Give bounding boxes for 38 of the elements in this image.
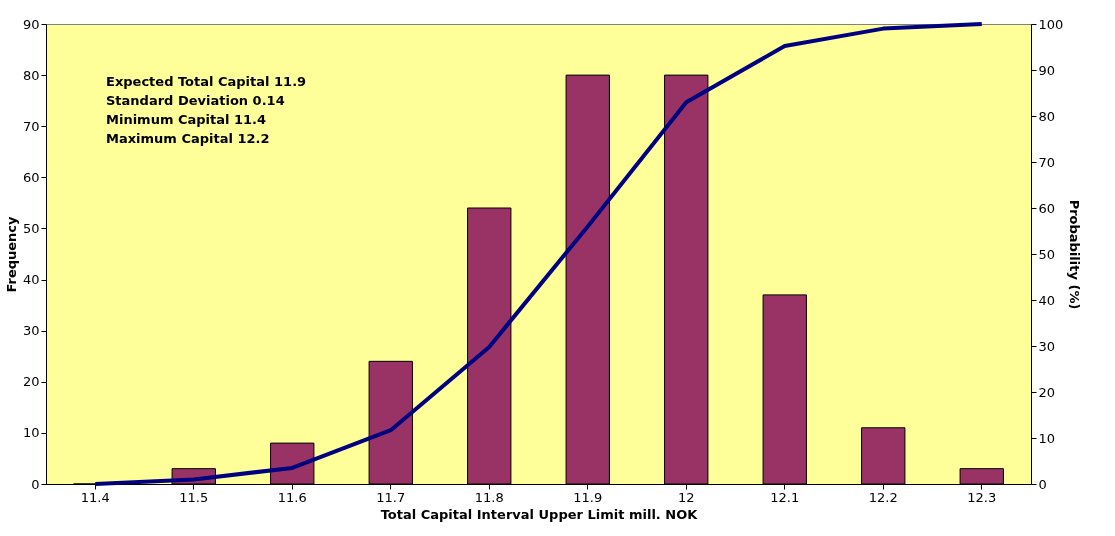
- x-tick-label: 12.3: [967, 489, 997, 505]
- y-tick-label: 90: [22, 16, 40, 32]
- x-tick-label: 12: [677, 489, 695, 505]
- y2-axis-title: Probability (%): [1067, 199, 1083, 310]
- x-axis-title: Total Capital Interval Upper Limit mill. NOK: [380, 506, 699, 522]
- x-tick-label: 11.7: [376, 489, 406, 505]
- y2-tick-label: 100: [1038, 16, 1064, 32]
- y-tick-label: 60: [22, 169, 40, 185]
- y2-tick-label: 30: [1038, 338, 1056, 354]
- annotation: Expected Total Capital 11.9: [106, 74, 307, 89]
- y2-tick-label: 20: [1038, 384, 1056, 400]
- y-axis-title: Frequency: [3, 215, 19, 293]
- annotation: Standard Deviation 0.14: [106, 93, 285, 108]
- y2-tick-label: 0: [1038, 476, 1047, 492]
- annotation: Maximum Capital 12.2: [106, 131, 270, 146]
- x-tick-label: 12.2: [868, 489, 898, 505]
- y-tick-label: 30: [22, 323, 40, 339]
- y-tick-label: 0: [31, 476, 40, 492]
- y2-tick-label: 40: [1038, 292, 1056, 308]
- x-tick-label: 11.9: [573, 489, 603, 505]
- annotation: Minimum Capital 11.4: [106, 112, 267, 127]
- y-tick-label: 10: [22, 425, 40, 441]
- y-tick-label: 80: [22, 67, 40, 83]
- y-tick-label: 20: [22, 374, 40, 390]
- y2-tick-label: 90: [1038, 62, 1056, 78]
- y2-tick-label: 50: [1038, 246, 1056, 262]
- x-tick-label: 11.4: [80, 489, 110, 505]
- y2-tick-label: 70: [1038, 154, 1056, 170]
- x-tick-label: 12.1: [770, 489, 800, 505]
- y2-tick-label: 60: [1038, 200, 1056, 216]
- x-tick-label: 11.6: [277, 489, 307, 505]
- y-tick-label: 50: [22, 220, 40, 236]
- x-tick-label: 11.8: [474, 489, 504, 505]
- y2-tick-label: 10: [1038, 430, 1056, 446]
- y2-tick-label: 80: [1038, 108, 1056, 124]
- y-tick-label: 70: [22, 118, 40, 134]
- y-tick-label: 40: [22, 272, 40, 288]
- x-tick-label: 11.5: [179, 489, 209, 505]
